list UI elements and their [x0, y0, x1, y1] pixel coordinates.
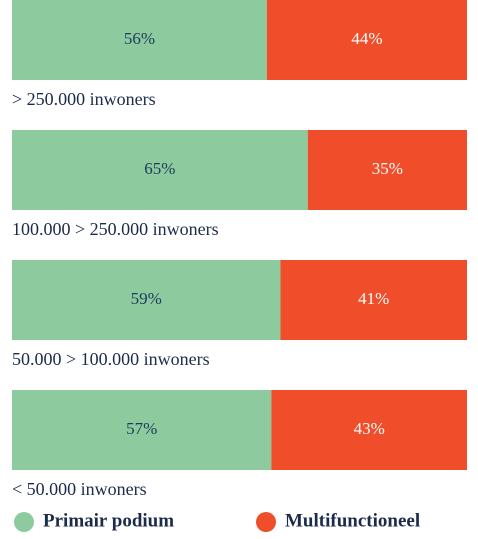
- bar-segment: [12, 130, 308, 210]
- value-label: 57%: [126, 419, 157, 438]
- bar-segment: [280, 260, 467, 340]
- value-label: 43%: [354, 419, 385, 438]
- bar-segment: [271, 390, 467, 470]
- bar-segment: [12, 260, 281, 340]
- value-label: 59%: [131, 289, 162, 308]
- legend-swatch: [14, 512, 34, 532]
- legend-label: Multifunctioneel: [285, 510, 420, 531]
- bar-segment: [307, 130, 467, 210]
- category-label: 50.000 > 100.000 inwoners: [12, 349, 210, 369]
- value-label: 35%: [372, 159, 403, 178]
- value-label: 56%: [124, 29, 155, 48]
- value-label: 44%: [351, 29, 382, 48]
- value-label: 65%: [144, 159, 175, 178]
- category-label: > 250.000 inwoners: [12, 89, 156, 109]
- bar-segment: [12, 0, 267, 80]
- bar-segment: [12, 390, 272, 470]
- bar-segment: [266, 0, 467, 80]
- category-label: < 50.000 inwoners: [12, 479, 147, 499]
- legend-swatch: [256, 512, 276, 532]
- category-label: 100.000 > 250.000 inwoners: [12, 219, 219, 239]
- legend-label: Primair podium: [43, 510, 174, 531]
- value-label: 41%: [358, 289, 389, 308]
